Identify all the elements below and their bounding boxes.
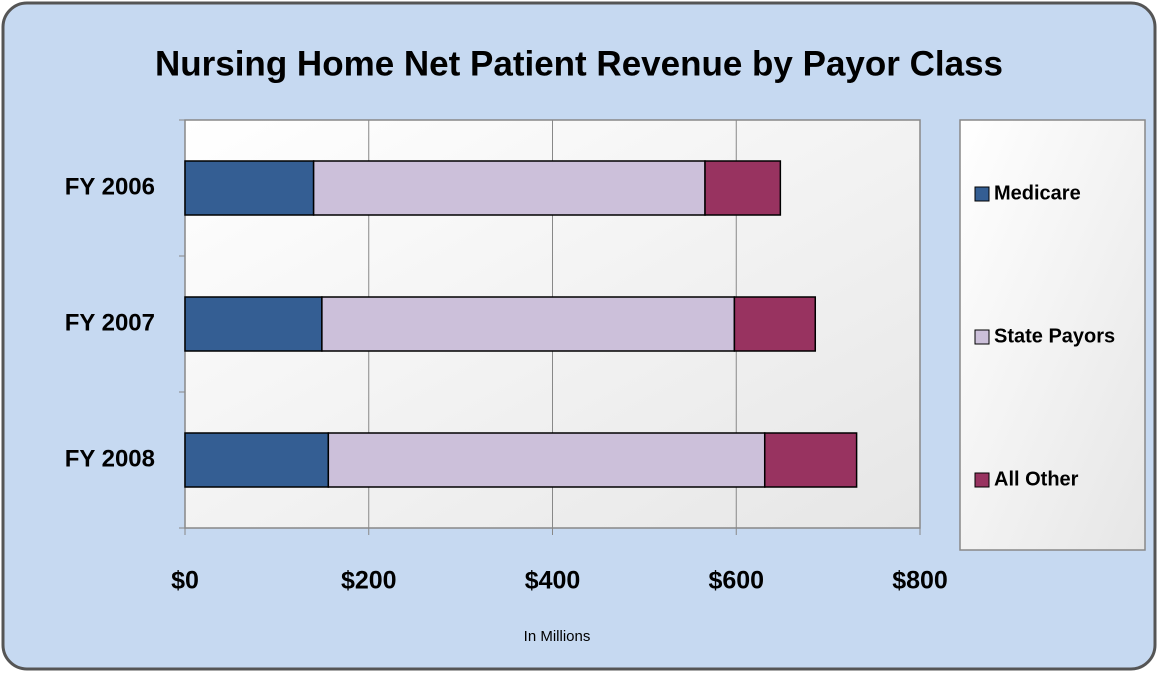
- bar-segment: [763, 432, 858, 488]
- x-tick-label: $200: [341, 567, 397, 595]
- y-tick-label: FY 2006: [65, 173, 155, 200]
- y-tick-label: FY 2008: [65, 445, 155, 472]
- chart-title: Nursing Home Net Patient Revenue by Payo…: [155, 44, 1003, 83]
- bar-segment: [184, 432, 330, 488]
- x-tick-label: $800: [892, 567, 948, 595]
- bar-segment: [733, 296, 817, 352]
- y-tick-label: FY 2007: [65, 309, 155, 336]
- bar-segment: [321, 296, 736, 352]
- legend-swatch: [974, 186, 990, 202]
- bar-segment: [184, 160, 315, 216]
- bar-segment: [704, 160, 782, 216]
- bar-segment: [312, 160, 706, 216]
- legend-label: Medicare: [994, 182, 1081, 204]
- legend-box: [959, 119, 1146, 551]
- bar-segment: [184, 296, 323, 352]
- bar-segment: [327, 432, 766, 488]
- legend-label: State Payors: [994, 325, 1115, 347]
- legend-swatch: [974, 329, 990, 345]
- x-tick-label: $400: [525, 567, 581, 595]
- x-tick-label: $0: [171, 567, 199, 595]
- x-tick-label: $600: [708, 567, 764, 595]
- legend-swatch: [974, 472, 990, 488]
- legend-label: All Other: [994, 468, 1079, 490]
- x-axis-label: In Millions: [524, 628, 591, 645]
